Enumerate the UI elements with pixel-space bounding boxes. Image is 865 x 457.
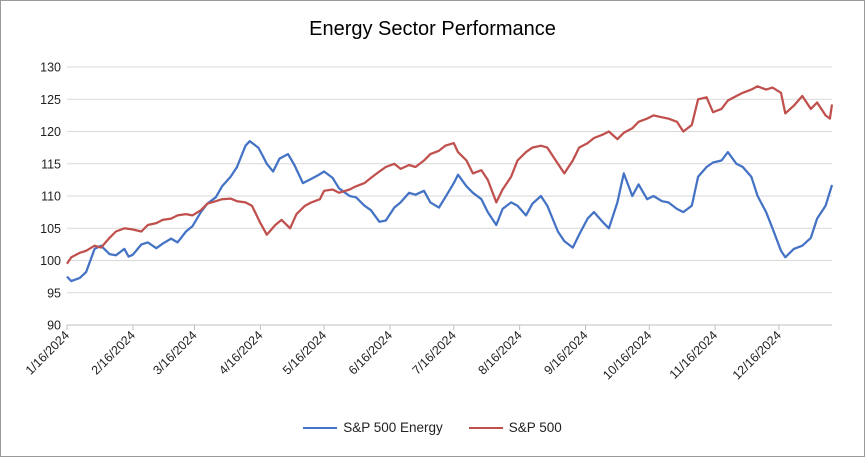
y-tick-label: 120 — [40, 125, 61, 139]
x-tick-label: 11/16/2024 — [667, 328, 721, 382]
y-tick-label: 125 — [40, 93, 61, 107]
gridlines — [67, 66, 832, 294]
legend-swatch-energy — [303, 426, 338, 429]
legend-item-energy: S&P 500 Energy — [303, 420, 443, 435]
y-axis-ticks: 90 95 100 105 110 115 120 125 130 — [40, 61, 61, 333]
y-tick-label: 105 — [40, 222, 61, 236]
legend-item-sp500: S&P 500 — [468, 420, 562, 435]
x-tick-label: 2/16/2024 — [89, 328, 138, 377]
y-tick-label: 110 — [41, 190, 61, 204]
y-tick-label: 100 — [40, 254, 61, 268]
legend-swatch-sp500 — [468, 426, 503, 429]
x-tick-label: 10/16/2024 — [600, 328, 654, 382]
x-axis: 1/16/2024 2/16/2024 3/16/2024 4/16/2024 5/16… — [23, 324, 832, 382]
y-tick-label: 115 — [41, 157, 61, 171]
series-lines — [66, 85, 834, 283]
y-tick-label: 95 — [47, 286, 61, 300]
chart-title: Energy Sector Performance — [309, 18, 556, 40]
series-line-sp500 — [66, 85, 834, 265]
x-tick-label: 6/16/2024 — [346, 328, 395, 377]
x-tick-label: 1/16/2024 — [23, 328, 72, 377]
y-tick-label: 90 — [47, 319, 61, 333]
legend-label-energy: S&P 500 Energy — [343, 420, 443, 435]
y-tick-label: 130 — [40, 61, 61, 75]
x-tick-label: 9/16/2024 — [541, 328, 590, 377]
x-tick-label: 5/16/2024 — [280, 328, 329, 377]
legend-label-sp500: S&P 500 — [508, 420, 562, 435]
x-tick-label: 12/16/2024 — [730, 328, 784, 382]
x-tick-label: 4/16/2024 — [216, 328, 265, 377]
x-tick-label: 7/16/2024 — [410, 328, 459, 377]
x-tick-label: 3/16/2024 — [150, 328, 199, 377]
x-tick-label: 8/16/2024 — [476, 328, 525, 377]
series-line-energy — [66, 140, 834, 283]
legend: S&P 500 Energy S&P 500 — [0, 420, 865, 435]
